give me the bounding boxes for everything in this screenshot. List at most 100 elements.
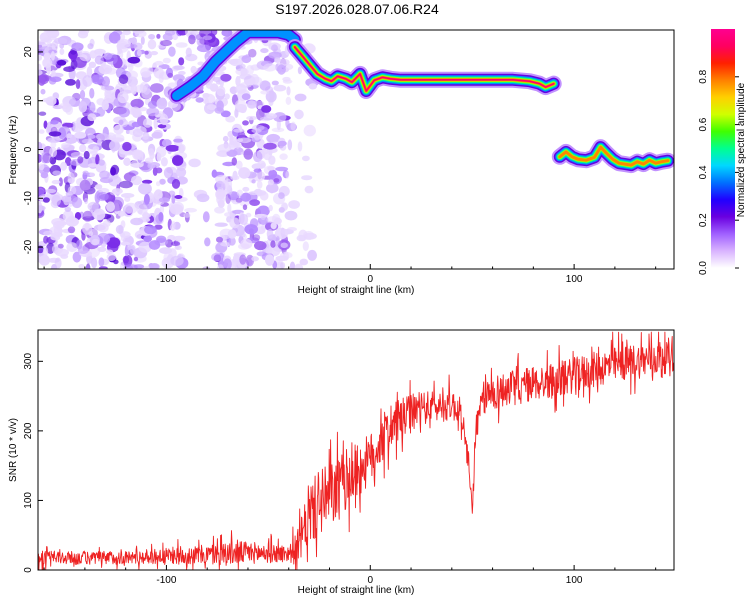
spectrogram-noise-blob — [150, 51, 158, 55]
spectrogram-noise-blob — [50, 77, 62, 83]
spectrogram-noise-blob — [143, 212, 149, 220]
spectrogram-noise-blob — [80, 180, 91, 191]
spectrogram-noise-blob — [196, 97, 204, 102]
spectrogram-noise-blob — [260, 90, 269, 94]
spectrogram-noise-blob — [72, 197, 82, 208]
spectrogram-noise-blob — [106, 53, 118, 64]
spectrogram-noise-blob — [116, 225, 124, 234]
spectrogram-noise-blob — [269, 205, 273, 211]
spectrogram-noise-blob — [171, 241, 180, 246]
spectrogram-noise-blob — [165, 30, 176, 36]
spectrogram-noise-blob — [239, 107, 246, 113]
y-tick-label: 0 — [23, 567, 34, 573]
spectrogram-noise-blob — [197, 194, 210, 203]
spectrogram-noise-blob — [309, 83, 317, 89]
spectrogram-noise-blob — [93, 146, 100, 152]
spectrogram-noise-blob — [228, 59, 239, 64]
spectrogram-noise-blob — [287, 227, 297, 231]
spectrogram-noise-blob — [144, 194, 150, 205]
colorbar-label: Normalized spectral amplitude — [736, 82, 747, 217]
spectrogram-noise-blob — [278, 141, 287, 147]
spectrogram-noise-blob — [102, 100, 109, 111]
spectrogram-noise-blob — [213, 77, 221, 82]
spectrogram-noise-blob — [60, 48, 65, 55]
snr-line — [38, 332, 674, 569]
spectrogram-noise-blob — [167, 73, 173, 78]
spectrogram-noise-blob — [57, 60, 66, 66]
spectrogram-noise-blob — [58, 244, 64, 249]
spectrogram-noise-blob — [178, 71, 186, 75]
spectrogram-noise-blob — [247, 100, 257, 108]
spectrogram-noise-blob — [268, 155, 275, 165]
spectrogram-noise-blob — [42, 98, 53, 103]
spectrogram-noise-blob — [43, 236, 48, 244]
spectrogram-noise-blob — [261, 216, 265, 220]
spectrogram-noise-blob — [178, 57, 184, 65]
spectrogram-noise-blob — [279, 207, 285, 213]
spectrogram-noise-blob — [60, 162, 67, 171]
spectrogram-noise-blob — [134, 257, 138, 261]
spectrogram-noise-blob — [228, 141, 239, 148]
spectrogram-noise-blob — [240, 82, 252, 88]
spectrogram-noise-blob — [43, 247, 48, 256]
spectrogram-noise-blob — [233, 171, 238, 180]
y-tick-label: 200 — [23, 422, 34, 439]
spectrogram-noise-blob — [240, 239, 252, 249]
spectrogram-noise-blob — [224, 93, 230, 99]
spectrogram-noise-blob — [254, 241, 267, 250]
y-tick-label: 10 — [23, 95, 34, 107]
spectrogram-noise-blob — [33, 205, 46, 211]
spectrogram-noise-blob — [156, 236, 166, 243]
spectrogram-noise-blob — [49, 131, 62, 136]
spectrogram-noise-blob — [172, 155, 183, 166]
spectrogram-noise-blob — [39, 163, 45, 170]
spectrogram-noise-blob — [267, 166, 274, 170]
spectrogram-noise-blob — [52, 195, 62, 206]
y-tick-label: 20 — [23, 46, 34, 58]
spectrogram-noise-blob — [156, 181, 161, 186]
spectrogram-noise-blob — [148, 34, 155, 39]
spectrogram-noise-blob — [43, 197, 50, 203]
spectrogram-noise-blob — [119, 74, 128, 84]
spectrogram-noise-blob — [211, 253, 222, 262]
spectrogram-noise-blob — [77, 156, 83, 163]
spectrogram-noise-blob — [172, 179, 180, 189]
spectrogram-noise-blob — [183, 213, 190, 218]
spectrogram-noise-blob — [265, 254, 274, 266]
spectrogram-noise-blob — [286, 97, 292, 105]
spectrogram-noise-blob — [131, 176, 142, 186]
spectrogram-noise-blob — [124, 203, 138, 214]
spectrogram-noise-blob — [122, 142, 132, 151]
spectrogram-noise-blob — [98, 159, 105, 166]
spectrogram-noise-blob — [229, 217, 240, 228]
spectrogram-noise-blob — [173, 66, 184, 70]
spectrogram-noise-blob — [240, 232, 246, 238]
spectrogram-noise-blob — [242, 120, 249, 125]
spectrogram-noise-blob — [276, 236, 280, 246]
snr-panel: -100 0 100 0100200300 Height of straight l… — [8, 330, 674, 596]
spectrogram-noise-blob — [50, 235, 60, 241]
spectrogram-noise-blob — [237, 190, 243, 196]
spectrogram-noise-blob — [143, 118, 152, 128]
spectrogram-noise-blob — [185, 54, 197, 62]
spectrogram-noise-blob — [252, 234, 260, 241]
spectrogram-noise-blob — [154, 118, 159, 129]
spectrogram-noise-blob — [131, 84, 138, 95]
spectrogram-noise-blob — [240, 64, 246, 69]
spectrogram-noise-blob — [73, 121, 78, 132]
spectrogram-noise-blob — [214, 207, 225, 214]
spectrogram-noise-blob — [45, 189, 56, 193]
spectrogram-noise-blob — [164, 167, 173, 178]
spectrogram-noise-blob — [89, 88, 94, 99]
spectrogram-noise-blob — [84, 198, 88, 204]
spectrogram-noise-blob — [188, 35, 196, 45]
colorbar-scale — [711, 29, 735, 268]
y-tick-label: 0 — [23, 146, 34, 152]
spectrogram-noise-blob — [156, 34, 160, 39]
spectrogram-noise-blob — [173, 139, 183, 143]
spectrogram-noise-blob — [104, 86, 114, 91]
spectrogram-noise-blob — [160, 114, 169, 125]
spectrogram-noise-blob — [130, 218, 143, 226]
spectrogram-noise-blob — [152, 132, 163, 139]
spectrogram-noise-blob — [97, 138, 102, 146]
